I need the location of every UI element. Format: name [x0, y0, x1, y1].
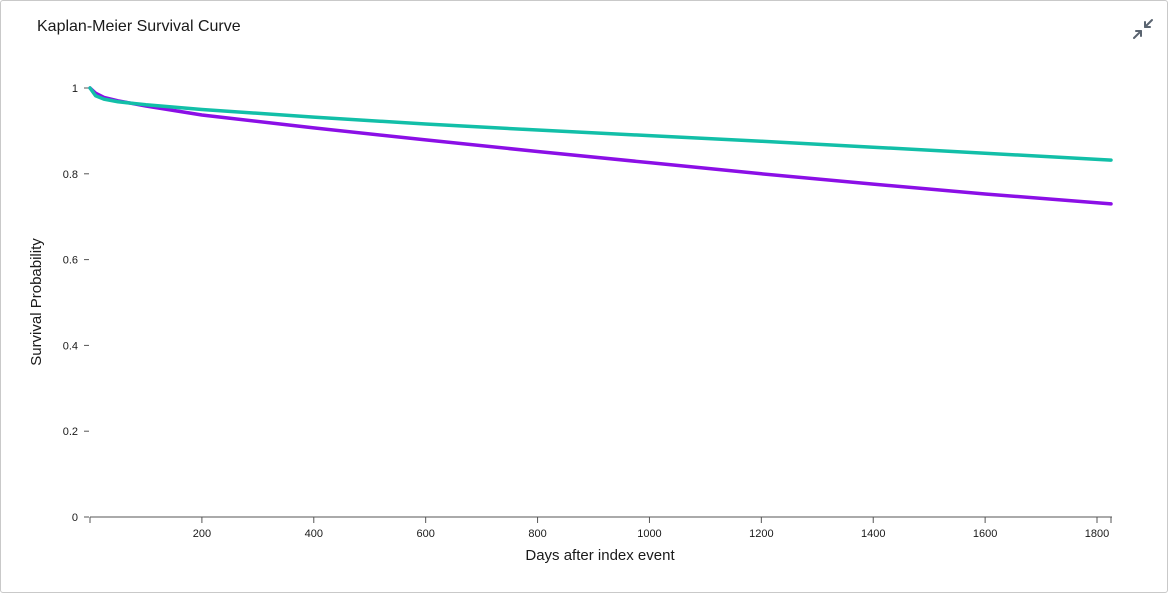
x-tick-label: 400	[305, 528, 323, 540]
y-tick-label: 0	[72, 512, 78, 524]
x-tick-label: 200	[193, 528, 211, 540]
x-ticks: 200 400 600 800 1000 1200 1400 1600 1800	[89, 517, 1112, 540]
collapse-button[interactable]	[1129, 15, 1157, 43]
x-axis-label: Days after index event	[525, 547, 675, 564]
series-line-2	[88, 86, 1113, 162]
axes: 200 400 600 800 1000 1200 1400 1600 1800 0 0.2 0.4…	[63, 83, 1112, 540]
y-tick-label: 0.4	[63, 340, 78, 352]
x-tick-label: 600	[416, 528, 434, 540]
y-tick-label: 0.2	[63, 426, 78, 438]
x-tick-label: 800	[528, 528, 546, 540]
x-tick-label: 1200	[749, 528, 773, 540]
x-tick-label: 1800	[1085, 528, 1109, 540]
y-axis-label: Survival Probability	[28, 238, 45, 366]
collapse-arrows-icon	[1133, 19, 1153, 39]
x-tick-label: 1400	[861, 528, 885, 540]
y-ticks: 0 0.2 0.4 0.6 0.8 1	[63, 83, 89, 524]
x-tick-label: 1600	[973, 528, 997, 540]
y-tick-label: 0.8	[63, 169, 78, 181]
y-tick-label: 0.6	[63, 255, 78, 267]
x-tick-label: 1000	[637, 528, 661, 540]
y-tick-label: 1	[72, 83, 78, 95]
chart-title: Kaplan-Meier Survival Curve	[37, 18, 241, 35]
series-line-1	[88, 86, 1113, 206]
series-group	[88, 86, 1113, 206]
